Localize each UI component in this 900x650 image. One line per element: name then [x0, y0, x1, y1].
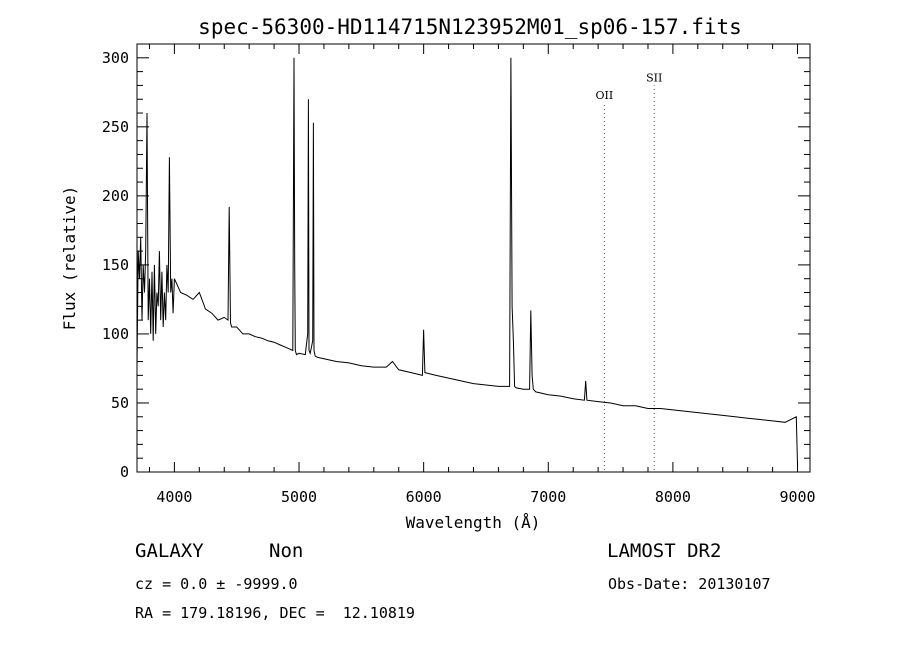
coordinates-readout: RA = 179.18196, DEC = 12.10819: [135, 604, 415, 622]
chart-title: spec-56300-HD114715N123952M01_sp06-157.f…: [198, 15, 742, 39]
redshift-readout: cz = 0.0 ± -9999.0: [135, 575, 298, 593]
y-tick-label: 200: [102, 187, 129, 205]
spectral-line-label: SII: [646, 71, 662, 84]
axis-tick-labels: 4000 5000 6000 7000 8000 9000 0 50 100 150 200 250 3…: [102, 49, 816, 506]
plot-frame: [136, 43, 811, 473]
y-tick-label: 150: [102, 256, 129, 274]
object-subclass: Non: [269, 540, 304, 562]
x-tick-label: 8000: [655, 488, 691, 506]
observation-date: Obs-Date: 20130107: [608, 575, 771, 593]
x-tick-label: 9000: [779, 488, 815, 506]
x-axis-label: Wavelength (Å): [406, 513, 541, 532]
y-tick-label: 250: [102, 118, 129, 136]
y-axis-label: Flux (relative): [60, 186, 79, 331]
y-tick-label: 100: [102, 325, 129, 343]
object-class: GALAXY: [135, 540, 204, 562]
x-tick-label: 5000: [281, 488, 317, 506]
x-tick-label: 4000: [156, 488, 192, 506]
y-tick-label: 50: [111, 394, 129, 412]
axis-ticks: [137, 44, 810, 473]
x-tick-label: 6000: [406, 488, 442, 506]
spectrum-line: [136, 57, 798, 466]
spectral-line-label: OII: [596, 89, 614, 102]
survey-name: LAMOST DR2: [607, 540, 722, 562]
spectral-line-markers: OII SII: [596, 71, 662, 470]
y-tick-label: 0: [120, 463, 129, 481]
x-tick-label: 7000: [530, 488, 566, 506]
y-tick-label: 300: [102, 49, 129, 67]
